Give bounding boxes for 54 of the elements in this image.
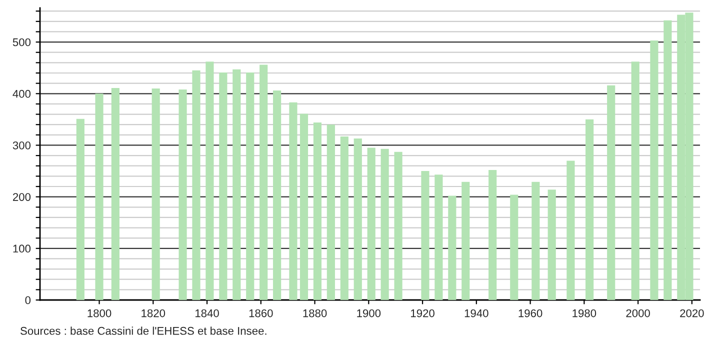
x-tick-label: 1880 xyxy=(303,309,327,318)
x-tick-label: 1900 xyxy=(357,309,381,318)
bar xyxy=(206,62,214,300)
bar xyxy=(192,70,200,300)
bar xyxy=(462,182,470,300)
bar xyxy=(510,194,518,300)
bar xyxy=(631,62,640,300)
y-tick-label: 400 xyxy=(12,90,31,98)
bar xyxy=(95,94,104,300)
bar xyxy=(246,72,254,300)
bar xyxy=(219,72,228,300)
bar xyxy=(178,90,187,300)
bar xyxy=(300,114,308,300)
bar xyxy=(152,88,160,300)
y-tick-label: 500 xyxy=(12,38,31,46)
bar xyxy=(76,118,84,300)
bar xyxy=(273,90,282,300)
source-note: Sources : base Cassini de l'EHESS et base Insee. xyxy=(20,326,266,335)
bar xyxy=(421,171,430,300)
y-tick-label: 100 xyxy=(13,244,31,253)
x-tick-label: 1960 xyxy=(518,309,542,318)
bar xyxy=(488,170,497,300)
bar xyxy=(232,69,241,300)
y-tick-label: 300 xyxy=(12,141,31,150)
x-tick-label: 1920 xyxy=(411,309,434,318)
x-tick-label: 1940 xyxy=(464,309,488,318)
bar xyxy=(650,40,658,300)
bar xyxy=(548,190,556,300)
x-tick-label: 1840 xyxy=(196,309,219,318)
bar xyxy=(566,160,575,300)
y-tick-label: 0 xyxy=(25,296,31,304)
bar xyxy=(367,148,376,300)
bar xyxy=(394,152,402,300)
x-tick-label: 1800 xyxy=(88,309,112,318)
bar xyxy=(607,85,616,300)
bar xyxy=(111,88,120,300)
y-tick-label: 200 xyxy=(12,193,31,201)
bar xyxy=(289,102,298,300)
bar xyxy=(434,174,443,300)
x-tick-label: 1860 xyxy=(249,309,273,318)
x-tick-label: 2000 xyxy=(626,309,650,318)
x-tick-label: 1820 xyxy=(142,309,166,318)
x-tick-label: 1980 xyxy=(572,309,596,318)
bar xyxy=(586,119,594,300)
bar xyxy=(532,182,540,300)
bar xyxy=(340,136,348,300)
bar xyxy=(664,20,672,300)
bar xyxy=(260,64,268,300)
bar xyxy=(380,148,389,300)
bar xyxy=(354,138,362,300)
bar xyxy=(326,124,335,300)
x-tick-label: 2020 xyxy=(680,309,704,318)
bar xyxy=(313,122,322,300)
bar xyxy=(448,196,456,300)
